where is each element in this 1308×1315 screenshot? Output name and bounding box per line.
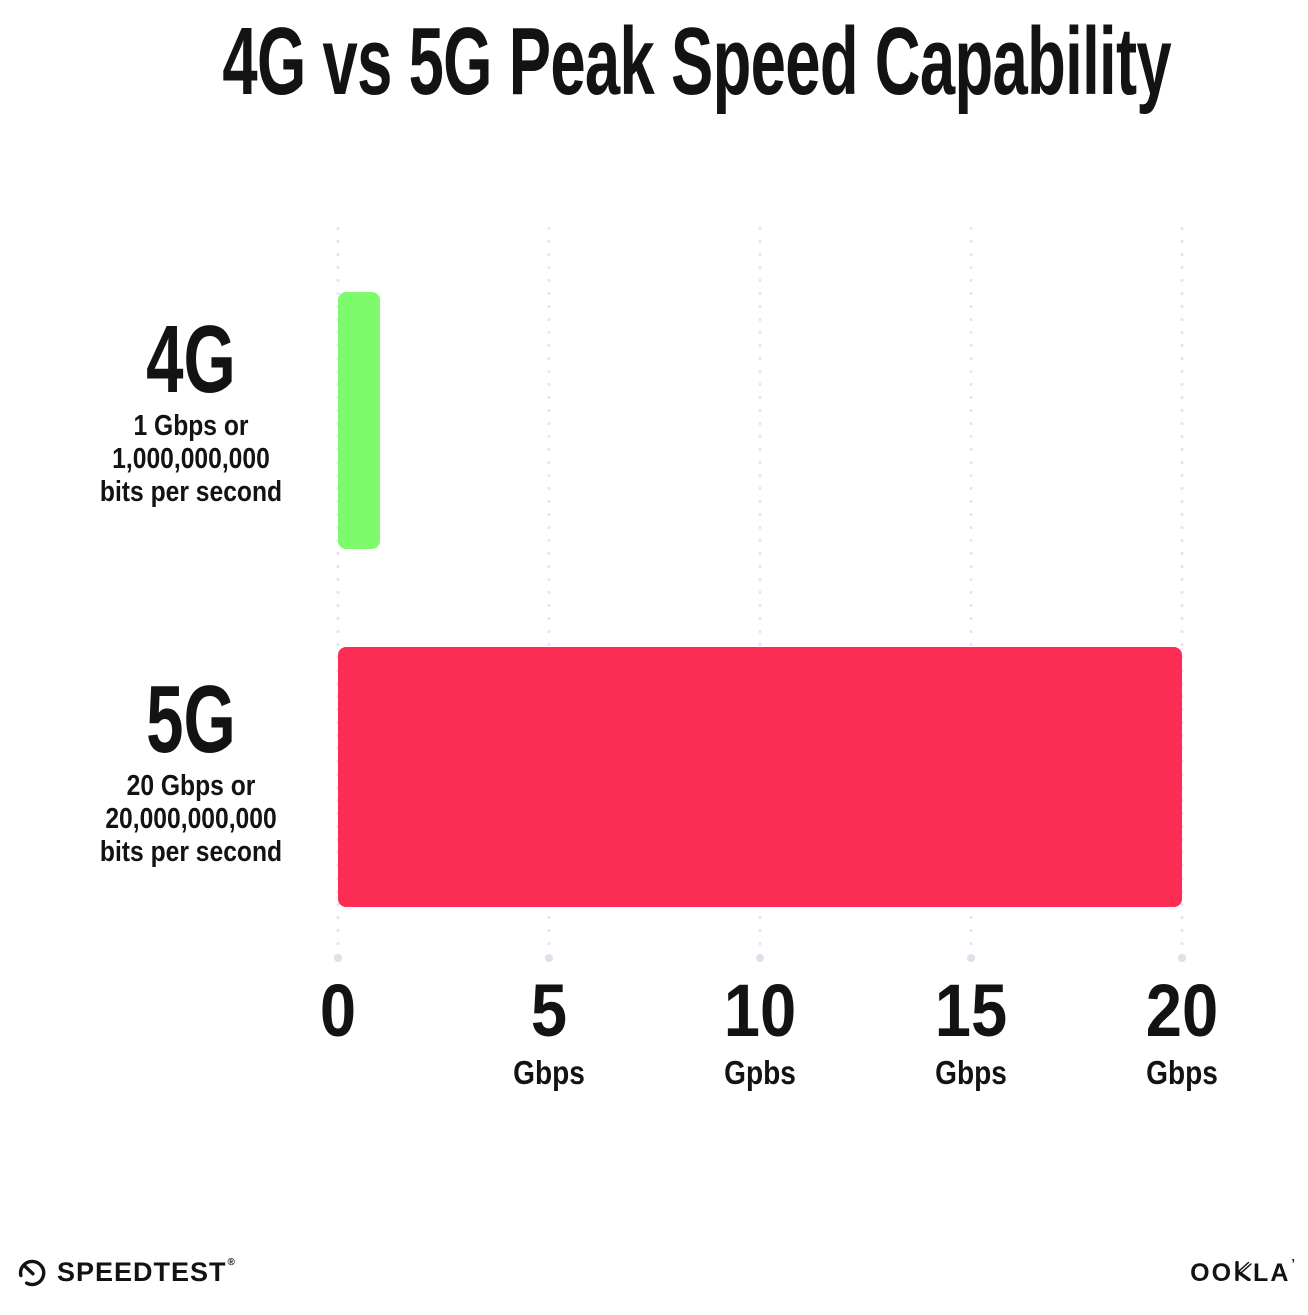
speedtest-gauge-icon	[16, 1256, 48, 1288]
ookla-prime-mark: ’	[1291, 1256, 1295, 1271]
gridline-20	[1180, 222, 1184, 958]
category-desc-4g: 1 Gbps or 1,000,000,000 bits per second	[58, 410, 324, 509]
ookla-hatched-k-icon	[1234, 1260, 1252, 1286]
category-title-4g: 4G	[146, 306, 236, 413]
x-tick-unit: Gpbs	[724, 1054, 796, 1091]
gridline-0	[336, 222, 340, 958]
chart-title: 4G vs 5G Peak Speed Capability	[222, 8, 1171, 115]
x-tick-10: 10 Gpbs	[650, 969, 870, 1091]
registered-trademark-icon: ®	[227, 1257, 236, 1268]
desc-line: bits per second	[99, 476, 283, 508]
x-tick-number: 20	[1145, 969, 1219, 1052]
category-label-5g: 5G 20 Gbps or 20,000,000,000 bits per se…	[58, 666, 324, 869]
x-tick-unit: Gbps	[513, 1054, 585, 1091]
bar-5g	[338, 647, 1182, 907]
speedtest-logo: SPEEDTEST®	[16, 1256, 235, 1288]
ookla-wordmark-right: LA	[1253, 1259, 1291, 1287]
speedtest-wordmark: SPEEDTEST®	[57, 1257, 236, 1287]
x-tick-number: 5	[530, 969, 568, 1052]
x-tick-number: 15	[934, 969, 1008, 1052]
x-tick-unit	[245, 1056, 432, 1090]
desc-line: 20,000,000,000	[105, 803, 277, 835]
bar-4g	[338, 292, 381, 549]
x-tick-unit: Gbps	[935, 1054, 1007, 1091]
desc-line: bits per second	[99, 836, 283, 868]
plot-area	[338, 0, 1182, 1000]
gridline-15	[969, 222, 973, 958]
x-tick-15: 15 Gbps	[861, 969, 1081, 1091]
desc-line: 1,000,000,000	[112, 443, 270, 475]
x-tick-20: 20 Gbps	[1072, 969, 1292, 1091]
desc-line: 1 Gbps or	[133, 410, 249, 442]
ookla-wordmark-left: OO	[1190, 1259, 1234, 1287]
category-label-4g: 4G 1 Gbps or 1,000,000,000 bits per seco…	[58, 306, 324, 509]
x-tick-number: 10	[723, 969, 797, 1052]
category-desc-5g: 20 Gbps or 20,000,000,000 bits per secon…	[58, 770, 324, 869]
x-tick-0: 0	[228, 969, 448, 1090]
category-title-5g: 5G	[146, 666, 236, 773]
gridlines	[336, 222, 1184, 958]
gridline-5	[547, 222, 551, 958]
x-tick-unit: Gbps	[1146, 1054, 1218, 1091]
x-tick-5: 5 Gbps	[439, 969, 659, 1091]
ookla-logo: OO LA ’	[1190, 1256, 1295, 1287]
gridline-10	[758, 222, 762, 958]
x-tick-number: 0	[319, 969, 357, 1052]
desc-line: 20 Gbps or	[126, 770, 256, 802]
